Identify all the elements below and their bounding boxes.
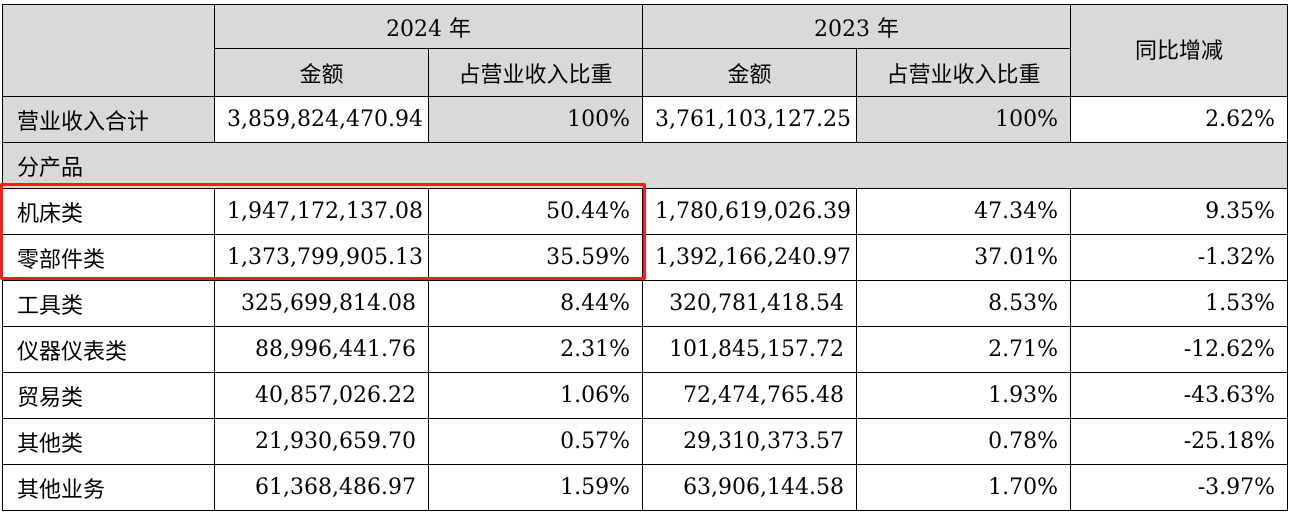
row-label: 其他类	[2, 418, 215, 465]
header-share-2024: 占营业收入比重	[427, 48, 644, 97]
revenue-table: 2024 年 2023 年 同比增减 金额 占营业收入比重 金额 占营业收入比重…	[1, 4, 1289, 511]
total-yoy: 2.62%	[1070, 96, 1289, 143]
row-yoy: -3.97%	[1070, 464, 1289, 511]
table-row: 机床类 1,947,172,137.08 50.44% 1,780,619,02…	[2, 188, 1289, 235]
section-row: 分产品	[1, 142, 1289, 189]
row-amount-2024: 88,996,441.76	[214, 326, 429, 373]
total-amount-2024: 3,859,824,470.94	[214, 96, 429, 143]
total-row: 营业收入合计 3,859,824,470.94 100% 3,761,103,1…	[2, 96, 1289, 143]
row-label: 贸易类	[2, 372, 215, 419]
row-yoy: -12.62%	[1070, 326, 1289, 373]
table-row: 其他类 21,930,659.70 0.57% 29,310,373.57 0.…	[2, 418, 1289, 465]
row-amount-2024: 40,857,026.22	[214, 372, 429, 419]
row-share-2023: 2.71%	[856, 326, 1072, 373]
row-yoy: -43.63%	[1070, 372, 1289, 419]
total-label: 营业收入合计	[2, 96, 215, 143]
table-row: 工具类 325,699,814.08 8.44% 320,781,418.54 …	[2, 280, 1289, 327]
row-amount-2024: 61,368,486.97	[214, 464, 429, 511]
row-label: 零部件类	[2, 234, 215, 281]
row-share-2024: 1.59%	[427, 464, 644, 511]
row-share-2023: 1.93%	[856, 372, 1072, 419]
row-amount-2024: 1,947,172,137.08	[214, 188, 429, 235]
row-yoy: 1.53%	[1070, 280, 1289, 327]
header-year-2023: 2023 年	[642, 4, 1072, 49]
row-amount-2023: 72,474,765.48	[642, 372, 858, 419]
row-amount-2024: 21,930,659.70	[214, 418, 429, 465]
row-yoy: -1.32%	[1070, 234, 1289, 281]
row-amount-2023: 101,845,157.72	[642, 326, 858, 373]
total-amount-2023: 3,761,103,127.25	[642, 96, 858, 143]
header-share-2023: 占营业收入比重	[856, 48, 1072, 97]
row-share-2024: 2.31%	[427, 326, 644, 373]
row-share-2023: 0.78%	[856, 418, 1072, 465]
header-blank-cell	[2, 4, 215, 97]
table-row: 其他业务 61,368,486.97 1.59% 63,906,144.58 1…	[2, 464, 1289, 511]
header-amount-2023: 金额	[642, 48, 858, 97]
row-label: 仪器仪表类	[2, 326, 215, 373]
row-amount-2023: 29,310,373.57	[642, 418, 858, 465]
row-share-2024: 1.06%	[427, 372, 644, 419]
total-share-2023: 100%	[856, 96, 1072, 143]
row-share-2023: 8.53%	[856, 280, 1072, 327]
row-share-2023: 1.70%	[856, 464, 1072, 511]
row-yoy: 9.35%	[1070, 188, 1289, 235]
row-share-2024: 35.59%	[427, 234, 644, 281]
row-share-2024: 50.44%	[427, 188, 644, 235]
row-share-2024: 8.44%	[427, 280, 644, 327]
row-share-2023: 47.34%	[856, 188, 1072, 235]
row-label: 工具类	[2, 280, 215, 327]
row-amount-2023: 63,906,144.58	[642, 464, 858, 511]
header-year-2024: 2024 年	[213, 4, 644, 49]
row-amount-2023: 320,781,418.54	[642, 280, 858, 327]
row-amount-2024: 325,699,814.08	[214, 280, 429, 327]
row-label: 机床类	[2, 188, 215, 235]
table-row: 仪器仪表类 88,996,441.76 2.31% 101,845,157.72…	[2, 326, 1289, 373]
table-row: 零部件类 1,373,799,905.13 35.59% 1,392,166,2…	[2, 234, 1289, 281]
row-amount-2023: 1,392,166,240.97	[642, 234, 858, 281]
row-share-2024: 0.57%	[427, 418, 644, 465]
row-yoy: -25.18%	[1070, 418, 1289, 465]
header-row-years: 2024 年 2023 年 同比增减	[2, 4, 1289, 97]
header-yoy: 同比增减	[1070, 4, 1289, 97]
header-row-columns: 金额 占营业收入比重 金额 占营业收入比重	[3, 48, 1288, 97]
section-label: 分产品	[1, 142, 1289, 189]
header-amount-2024: 金额	[214, 48, 429, 97]
row-label: 其他业务	[2, 464, 215, 511]
row-share-2023: 37.01%	[856, 234, 1072, 281]
row-amount-2024: 1,373,799,905.13	[214, 234, 429, 281]
total-share-2024: 100%	[427, 96, 644, 143]
table-row: 贸易类 40,857,026.22 1.06% 72,474,765.48 1.…	[2, 372, 1289, 419]
row-amount-2023: 1,780,619,026.39	[642, 188, 858, 235]
